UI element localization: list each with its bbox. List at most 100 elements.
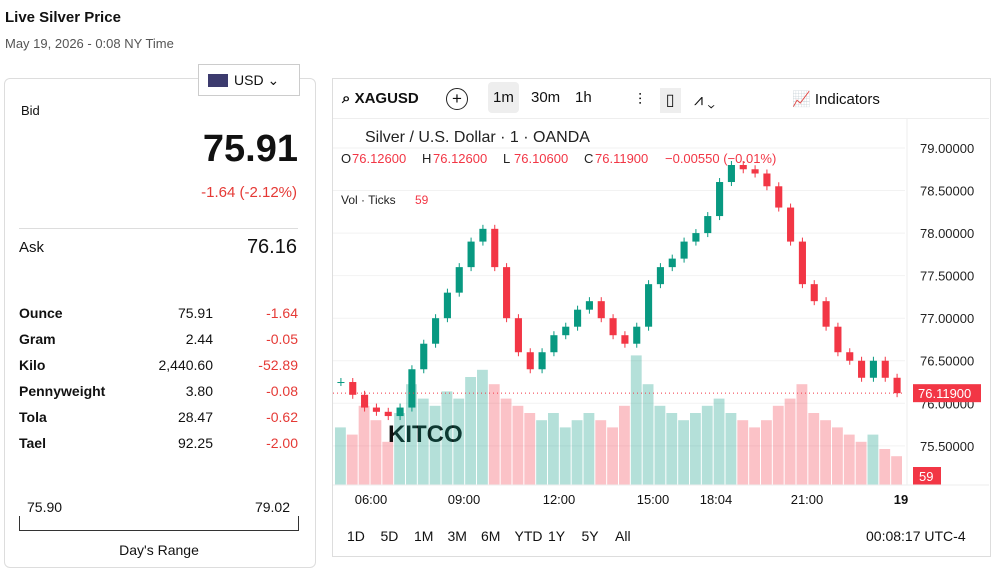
- period[interactable]: 1D: [347, 528, 365, 544]
- ask-label: Ask: [19, 239, 45, 256]
- x-tick-label: 21:00: [790, 492, 824, 507]
- period[interactable]: 3M: [447, 528, 467, 544]
- candle-body: [597, 301, 605, 319]
- unit-name: Pennyweight: [19, 383, 106, 399]
- candle-body: [656, 267, 664, 285]
- y-tick-label: 77.00000: [920, 311, 974, 326]
- candle-body: [810, 284, 818, 302]
- chart: Silver / U.S. Dollar · 1 · OANDA Vol · T…: [333, 119, 989, 486]
- candle-body: [716, 182, 724, 217]
- range-low: 75.90: [27, 499, 63, 515]
- currency: USD: [234, 72, 264, 88]
- vol-label: Vol · Ticks: [341, 193, 396, 207]
- x-tick-label: 09:00: [447, 492, 481, 507]
- candle-body: [763, 173, 771, 187]
- volume-bar: [346, 434, 358, 485]
- volume-bar: [370, 420, 382, 485]
- period[interactable]: All: [615, 528, 631, 544]
- volume-bar: [477, 369, 488, 485]
- candle-body: [668, 258, 676, 268]
- volume-bar: [453, 398, 465, 485]
- interval[interactable]: 1m: [488, 82, 519, 113]
- candle-body: [645, 284, 653, 327]
- candle-body: [609, 318, 617, 336]
- unit-price: 92.25: [177, 435, 213, 451]
- chart-style-buttons[interactable]: ⫶ ▯ ⩘ ⌄: [638, 88, 715, 113]
- volume-bar: [465, 377, 476, 485]
- candle-body: [514, 318, 522, 353]
- bid: 75.91: [202, 128, 298, 170]
- volume-bar: [607, 427, 618, 485]
- range-label: Day's Range: [119, 542, 199, 558]
- candle-body: [550, 335, 558, 353]
- y-tick-label: 76.50000: [920, 354, 974, 369]
- x-tick-label: 15:00: [636, 492, 670, 507]
- interval[interactable]: 30m: [531, 89, 561, 106]
- unit-change: -0.62: [266, 409, 298, 425]
- volume-bar: [891, 456, 902, 485]
- volume-bar: [678, 420, 689, 485]
- indicators-button[interactable]: 📈 Indicators: [792, 91, 880, 108]
- period[interactable]: 1M: [414, 528, 434, 544]
- period[interactable]: 6M: [481, 528, 501, 544]
- candle-body: [455, 267, 463, 293]
- volume-bar: [737, 420, 749, 485]
- volume-bar: [429, 405, 441, 485]
- x-tick-label: 18:04: [699, 492, 733, 507]
- volume-bar: [524, 413, 536, 485]
- candle-body: [881, 360, 889, 378]
- candle-body: [727, 165, 735, 183]
- volume-bar: [772, 405, 784, 485]
- volume-bar: [512, 405, 524, 485]
- volume-bar: [796, 384, 808, 485]
- volume-bar: [500, 398, 512, 485]
- unit-price: 2.44: [185, 331, 213, 347]
- clock: 00:08:17 UTC-4: [866, 528, 966, 544]
- x-tick-label: 19: [893, 492, 909, 507]
- chart-panel: [332, 78, 991, 557]
- volume-bar: [832, 427, 843, 485]
- candle-body: [396, 407, 404, 417]
- ohlc-key: L: [503, 151, 510, 166]
- y-tick-label: 79.00000: [920, 141, 974, 156]
- candle-body: [775, 186, 783, 208]
- period[interactable]: YTD: [514, 528, 543, 544]
- interval[interactable]: 1h: [575, 89, 592, 106]
- compare-button[interactable]: +: [446, 88, 468, 110]
- volume-bar: [808, 413, 820, 485]
- period[interactable]: 1Y: [548, 528, 566, 544]
- period[interactable]: 5D: [380, 528, 399, 544]
- candle-body: [798, 241, 806, 285]
- candle-body: [585, 301, 593, 310]
- candle-body: [893, 377, 901, 394]
- ohlc-value: 76.12600: [433, 151, 487, 166]
- vol-tag: [913, 467, 941, 485]
- volume-bar: [855, 441, 867, 485]
- ohlc-key: C: [584, 151, 593, 166]
- candle-body: [337, 382, 345, 384]
- volume-bar: [417, 398, 429, 485]
- ohlc-key: H: [422, 151, 431, 166]
- y-tick-label: 78.00000: [920, 226, 974, 241]
- volume-bar: [406, 384, 417, 485]
- period[interactable]: 5Y: [581, 528, 599, 544]
- ohlc-change: −0.00550 (−0.01%): [665, 151, 776, 166]
- candle-body: [787, 207, 795, 242]
- unit-name: Tael: [19, 435, 46, 451]
- candle-body: [503, 267, 511, 319]
- indicators: Indicators: [814, 91, 880, 108]
- volume-bar: [335, 427, 346, 485]
- volume-bar: [358, 405, 370, 485]
- unit-change: -1.64: [266, 305, 298, 321]
- unit-change: -0.08: [266, 383, 298, 399]
- symbol-search[interactable]: ⌕ XAGUSD: [342, 90, 419, 107]
- volume-bar: [666, 413, 678, 485]
- candle-body: [443, 292, 451, 319]
- volume-bar: [654, 405, 666, 485]
- candle-body: [562, 326, 570, 336]
- date: May 19, 2026 - 0:08 NY Time: [5, 36, 174, 51]
- currency-select[interactable]: USD ⌄: [198, 64, 300, 96]
- candle-body: [491, 228, 499, 268]
- range-high: 79.02: [254, 499, 290, 515]
